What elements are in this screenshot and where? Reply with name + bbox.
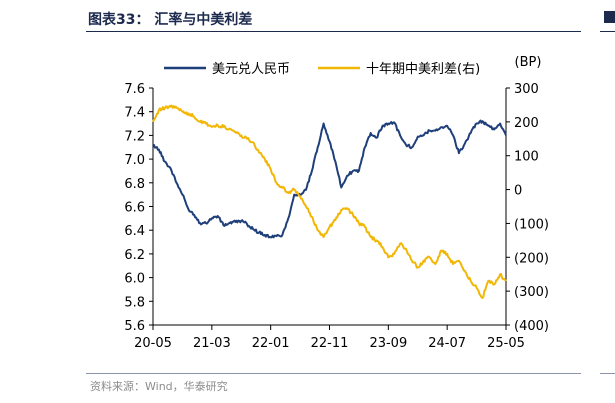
page-title: 图表33： 汇率与中美利差 (88, 12, 253, 28)
x-tick-label: 21-03 (193, 336, 231, 351)
right-tick-label: (400) (514, 319, 549, 334)
left-tick-label: 7.0 (124, 153, 145, 168)
legend: 美元兑人民币 十年期中美利差(右) (164, 62, 480, 77)
left-tick-label: 7.2 (124, 129, 145, 144)
right-axis-unit: (BP) (515, 55, 542, 70)
left-tick-label: 6.4 (124, 224, 145, 239)
series-layer (152, 104, 507, 299)
labels-layer: 7.6 7.4 7.2 7.0 6.8 6.6 6.4 6.2 6.0 5.8 5.6 300 200 1… (124, 55, 549, 351)
x-tick-label: 20-05 (134, 336, 172, 351)
right-tick-label: 100 (514, 150, 539, 165)
series-line-usdcny (152, 119, 507, 239)
left-tick-label: 6.8 (124, 177, 145, 192)
adjacent-page-marker (604, 11, 615, 23)
x-tick-label: 24-07 (428, 336, 466, 351)
x-tick-label: 25-05 (487, 336, 525, 351)
adjacent-title-divider (600, 31, 615, 32)
legend-label: 十年期中美利差(右) (366, 62, 480, 77)
title-divider (86, 31, 581, 32)
right-tick-label: (100) (514, 217, 549, 232)
axes-layer (149, 87, 510, 330)
x-tick-label: 23-09 (369, 336, 407, 351)
legend-label: 美元兑人民币 (212, 62, 290, 77)
left-tick-label: 5.8 (124, 295, 145, 310)
source-divider (86, 373, 581, 374)
left-tick-label: 7.6 (124, 82, 145, 97)
right-tick-label: 300 (514, 82, 539, 97)
adjacent-source-divider (600, 373, 615, 374)
series-line-spread (152, 104, 507, 299)
left-tick-label: 7.4 (124, 106, 145, 121)
right-tick-label: 200 (514, 116, 539, 131)
right-tick-label: 0 (514, 184, 522, 199)
left-tick-label: 6.6 (124, 201, 145, 216)
right-tick-label: (200) (514, 251, 549, 266)
left-tick-label: 5.6 (124, 319, 145, 334)
right-tick-label: (300) (514, 285, 549, 300)
chart: 7.6 7.4 7.2 7.0 6.8 6.6 6.4 6.2 6.0 5.8 5.6 300 200 1… (124, 55, 549, 351)
left-tick-label: 6.0 (124, 272, 145, 287)
x-tick-label: 22-01 (252, 336, 290, 351)
source-note: 资料来源：Wind，华泰研究 (90, 380, 228, 393)
x-tick-label: 22-11 (311, 336, 349, 351)
left-tick-label: 6.2 (124, 248, 145, 263)
